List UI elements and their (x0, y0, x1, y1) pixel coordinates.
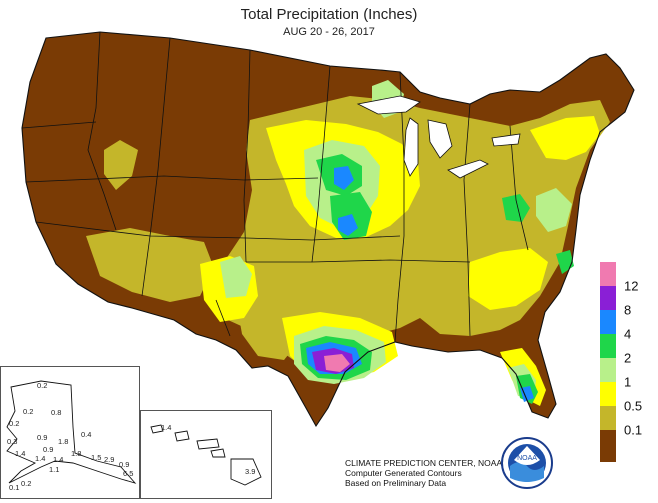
alaska-label: 0.1 (9, 483, 20, 492)
alaska-label: 2.9 (104, 455, 115, 464)
alaska-label: 1.4 (15, 449, 26, 458)
credit-org: CLIMATE PREDICTION CENTER, NOAA (345, 458, 503, 468)
alaska-label: 0.2 (21, 479, 32, 488)
region-1in-mid-atlantic (530, 116, 600, 160)
noaa-logo: NOAA (500, 436, 554, 495)
legend-label: 2 (624, 350, 632, 366)
hawaii-map (150, 424, 262, 486)
region-0-5in-southwest (86, 228, 214, 302)
region-8in-wisconsin (334, 166, 354, 190)
hawaii-inset: 1.4 3.9 (140, 410, 272, 499)
alaska-label: 1.8 (58, 437, 69, 446)
map-date-range: AUG 20 - 26, 2017 (283, 26, 375, 38)
legend-swatch (600, 382, 616, 406)
region-8in-florida (520, 386, 534, 402)
hawaii-label: 1.4 (161, 423, 172, 432)
region-max-texas (324, 354, 350, 372)
alaska-label: 6.5 (123, 469, 134, 478)
alaska-map (6, 380, 137, 484)
alaska-label: 0.8 (51, 408, 62, 417)
alaska-label: 0.2 (37, 381, 48, 390)
alaska-label: 1.5 (91, 453, 102, 462)
alaska-label: 0.2 (9, 419, 20, 428)
alaska-label: 1.4 (35, 454, 46, 463)
legend-label: 8 (624, 302, 632, 318)
region-1in-southeast (468, 248, 548, 310)
credit-note: Based on Preliminary Data (345, 478, 447, 488)
legend-label: 0.5 (624, 398, 643, 414)
state-borders (21, 31, 529, 343)
noaa-logo-icon: NOAA (501, 437, 553, 489)
legend-swatch (600, 262, 616, 286)
map-title: Total Precipitation (Inches) (240, 6, 418, 23)
legend-swatch (600, 358, 616, 382)
legend-swatch (600, 406, 616, 430)
alaska-label: 1.4 (53, 455, 64, 464)
legend-label: 1 (624, 374, 632, 390)
alaska-label: 0.9 (119, 460, 130, 469)
legend-swatch (600, 334, 616, 358)
region-0-5in-texas-west (236, 296, 300, 360)
legend-label: 12 (624, 278, 639, 294)
region-2in-carolinas (536, 188, 572, 232)
credit-method: Computer Generated Contours (345, 468, 462, 478)
credit-block: CLIMATE PREDICTION CENTER, NOAA Computer… (345, 458, 502, 488)
alaska-label: 1.8 (71, 449, 82, 458)
alaska-label: 0.9 (43, 445, 54, 454)
noaa-logo-text: NOAA (517, 455, 537, 462)
legend-label: 4 (624, 326, 632, 342)
conus-outline (21, 31, 635, 428)
legend-label: 0.1 (624, 422, 643, 438)
lake-superior (356, 95, 421, 115)
alaska-label: 0.9 (37, 433, 48, 442)
region-8in-iowa (338, 214, 358, 236)
legend-swatch (600, 310, 616, 334)
alaska-label: 1.1 (49, 465, 60, 474)
alaska-inset: 0.2 0.2 0.8 0.2 0.3 0.9 1.8 0.4 1.4 0.9 … (0, 366, 140, 499)
lake-ontario (491, 133, 521, 147)
hawaii-label: 3.9 (245, 467, 256, 476)
lake-erie (447, 159, 489, 179)
region-2in-new-mexico (220, 256, 252, 298)
legend-swatch (600, 430, 616, 462)
legend-swatch (600, 286, 616, 310)
lake-michigan (403, 117, 419, 177)
alaska-label: 0.3 (7, 437, 18, 446)
alaska-label: 0.2 (23, 407, 34, 416)
alaska-label: 0.4 (81, 430, 92, 439)
lake-huron (427, 119, 453, 159)
region-4in-virginia (502, 194, 530, 222)
